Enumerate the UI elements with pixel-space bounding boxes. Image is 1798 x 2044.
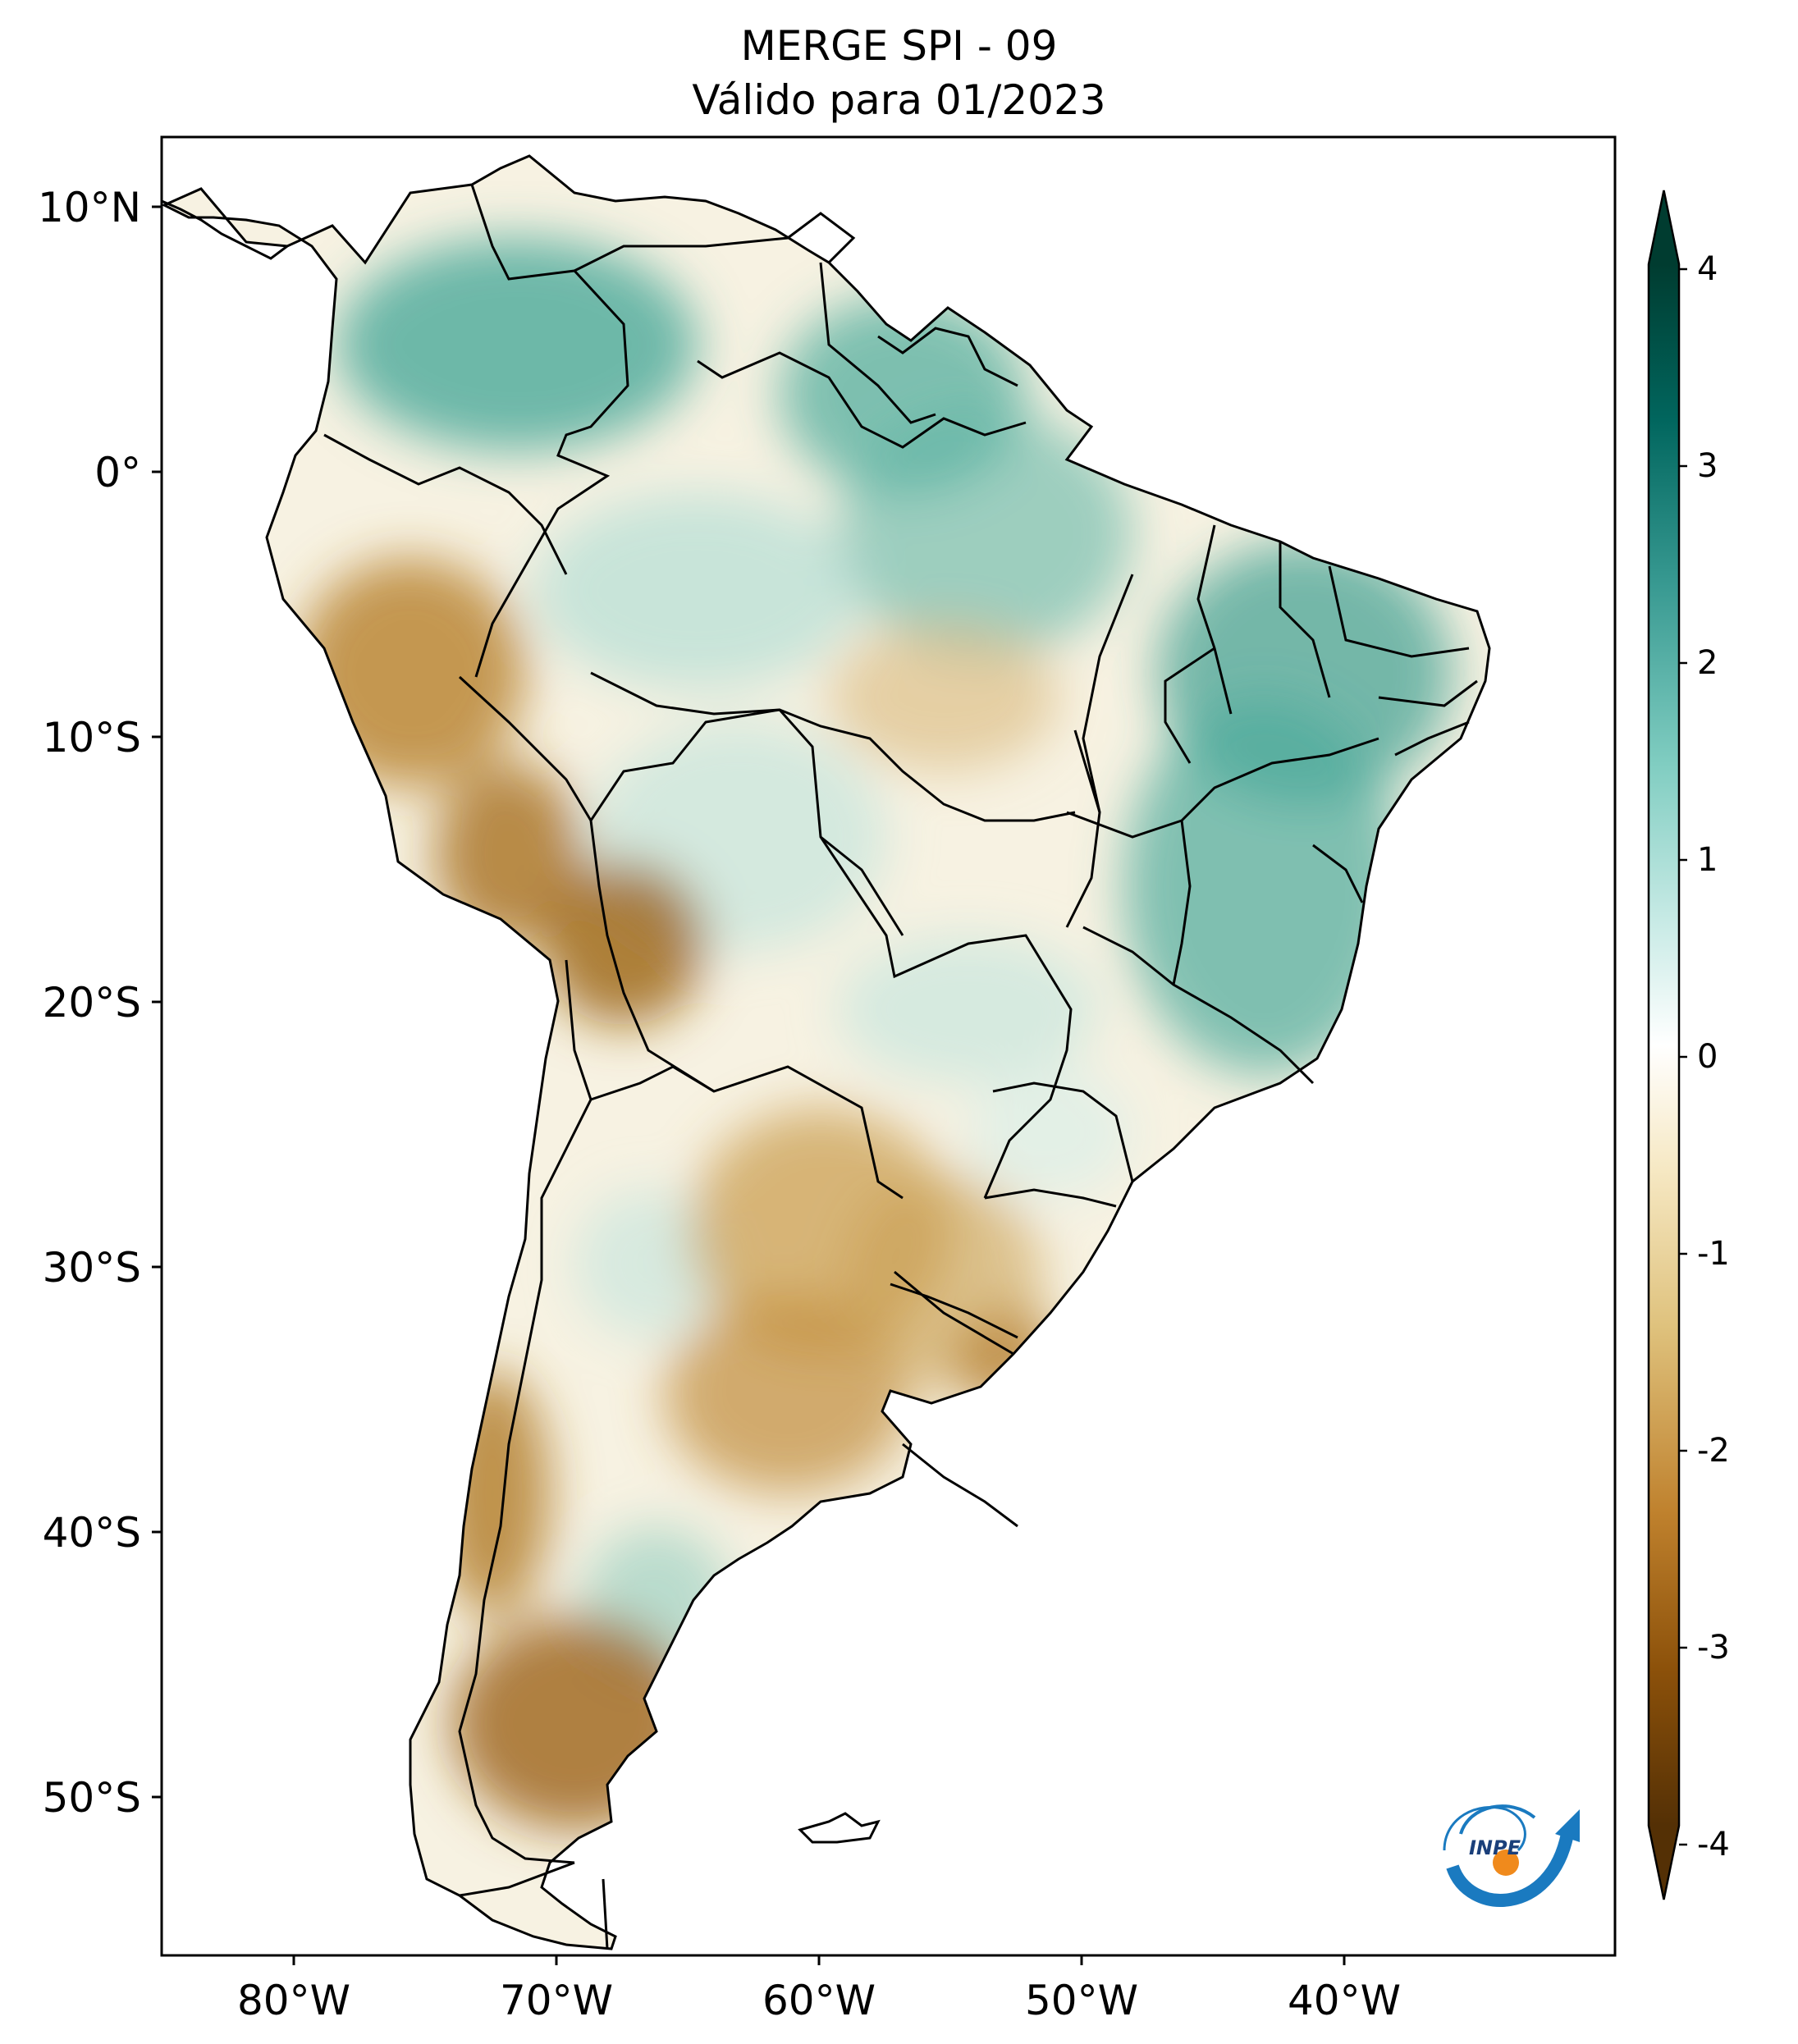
colorbar-tick-minus2: -2 [1697,1432,1730,1470]
lat-label-20s: 20°S [42,979,141,1027]
lat-label-0: 0° [94,449,141,496]
inpe-logo-text: INPE [1469,1836,1521,1859]
axis-ticks [152,205,1346,1965]
colorbar-tick-3: 3 [1697,447,1718,485]
colorbar [1647,190,1687,1900]
colorbar-tick-0: 0 [1697,1038,1718,1076]
lon-label-70w: 70°W [499,1977,614,2024]
lat-label-10s: 10°S [42,714,141,761]
lat-label-40s: 40°S [42,1509,141,1557]
lat-label-10n: 10°N [37,184,141,231]
lon-label-50w: 50°W [1024,1977,1139,2024]
colorbar-tick-1: 1 [1697,841,1718,879]
colorbar-tick-2: 2 [1697,644,1718,682]
lon-label-40w: 40°W [1287,1977,1402,2024]
lon-label-60w: 60°W [762,1977,876,2024]
colorbar-tick-minus4: -4 [1697,1826,1730,1863]
lat-label-30s: 30°S [42,1244,141,1292]
colorbar-tick-minus3: -3 [1697,1629,1730,1667]
country-borders [161,154,1491,1950]
colorbar-tick-minus1: -1 [1697,1235,1730,1273]
colorbar-tick-4: 4 [1697,250,1718,288]
inpe-logo: INPE [1443,1804,1580,1907]
map-title: MERGE SPI - 09 [740,22,1058,70]
map-subtitle: Válido para 01/2023 [692,76,1106,124]
lat-label-50s: 50°S [42,1774,141,1822]
lon-label-80w: 80°W [236,1977,351,2024]
